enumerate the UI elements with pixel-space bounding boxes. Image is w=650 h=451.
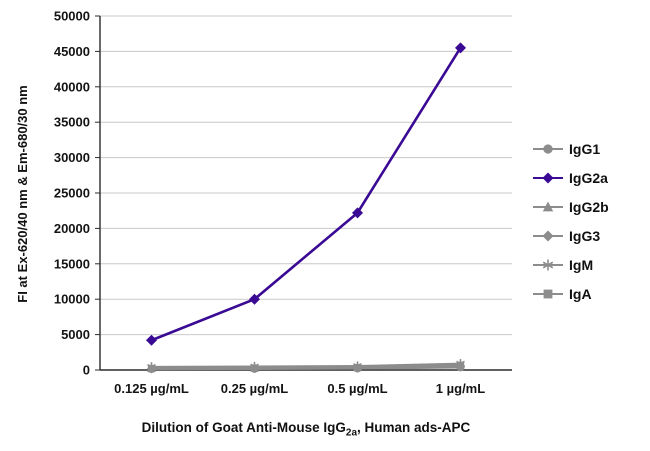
- svg-text:40000: 40000: [54, 79, 90, 94]
- svg-text:0.125 µg/mL: 0.125 µg/mL: [114, 381, 189, 396]
- svg-text:5000: 5000: [61, 327, 90, 342]
- legend-item-iga: IgA: [531, 284, 609, 304]
- svg-text:25000: 25000: [54, 186, 90, 201]
- y-axis-title: FI at Ex-620/40 nm & Em-680/30 nm: [15, 85, 30, 303]
- svg-text:0.25 µg/mL: 0.25 µg/mL: [221, 381, 289, 396]
- svg-text:15000: 15000: [54, 256, 90, 271]
- legend-label: IgG1: [569, 141, 601, 157]
- x-axis-title-prefix: Dilution of Goat Anti-Mouse IgG: [141, 420, 346, 435]
- igg3-diamond-marker-icon: [531, 228, 565, 244]
- svg-text:45000: 45000: [54, 44, 90, 59]
- legend: IgG1 IgG2a IgG2b IgG3 IgM IgA: [531, 139, 609, 304]
- legend-label: IgG2a: [569, 170, 608, 186]
- igg1-circle-marker-icon: [531, 141, 565, 157]
- x-axis-title-suffix: , Human ads-APC: [357, 420, 471, 435]
- legend-item-igm: IgM: [531, 255, 609, 275]
- legend-item-igg2b: IgG2b: [531, 197, 609, 217]
- legend-item-igg1: IgG1: [531, 139, 609, 159]
- svg-text:20000: 20000: [54, 221, 90, 236]
- svg-text:30000: 30000: [54, 150, 90, 165]
- igg2b-triangle-marker-icon: [531, 199, 565, 215]
- svg-text:0: 0: [83, 363, 90, 378]
- svg-text:35000: 35000: [54, 115, 90, 130]
- legend-label: IgG2b: [569, 199, 609, 215]
- iga-square-marker-icon: [531, 286, 565, 302]
- igg2a-diamond-marker-icon: [531, 170, 565, 186]
- x-axis-title: Dilution of Goat Anti-Mouse IgG2a, Human…: [56, 420, 556, 439]
- x-axis-title-subscript: 2a: [345, 427, 358, 439]
- svg-text:0.5 µg/mL: 0.5 µg/mL: [327, 381, 387, 396]
- svg-text:50000: 50000: [54, 9, 90, 24]
- legend-label: IgM: [569, 257, 594, 273]
- svg-text:10000: 10000: [54, 292, 90, 307]
- legend-label: IgG3: [569, 228, 601, 244]
- igm-asterisk-marker-icon: [531, 257, 565, 273]
- legend-label: IgA: [569, 286, 592, 302]
- legend-item-igg2a: IgG2a: [531, 168, 609, 188]
- svg-text:1 µg/mL: 1 µg/mL: [436, 381, 485, 396]
- legend-item-igg3: IgG3: [531, 226, 609, 246]
